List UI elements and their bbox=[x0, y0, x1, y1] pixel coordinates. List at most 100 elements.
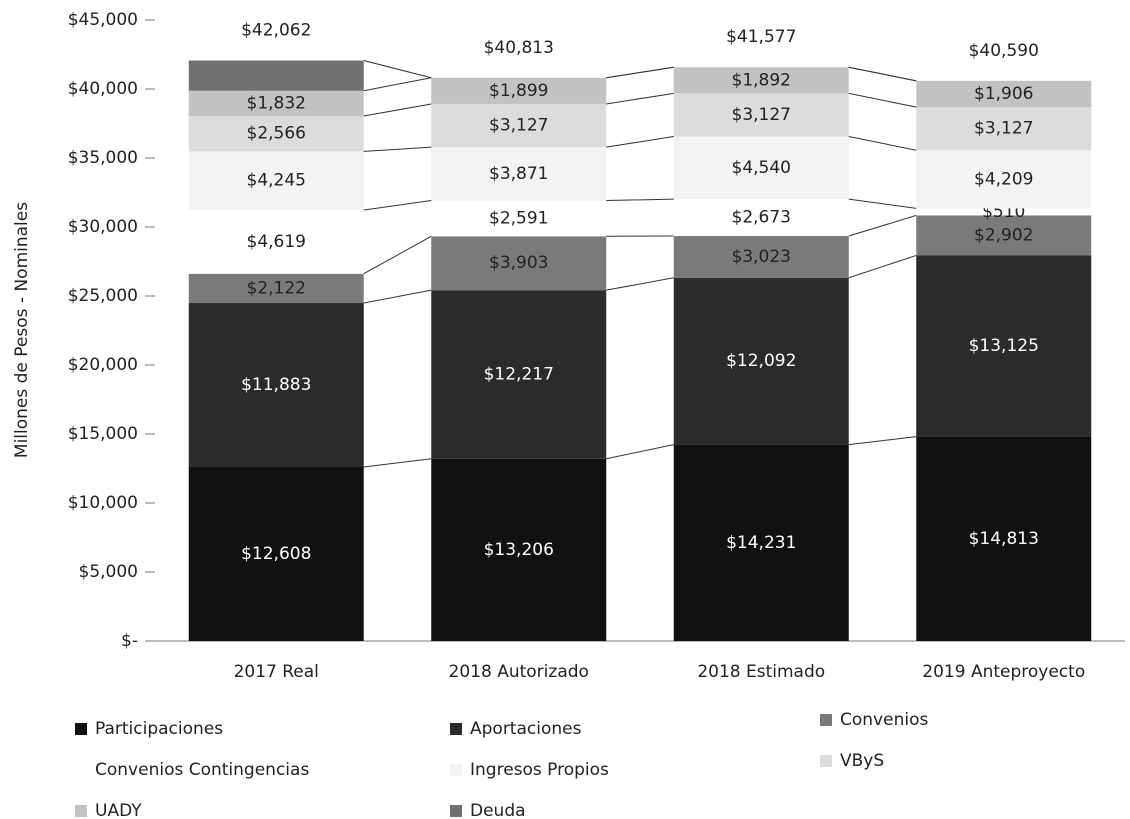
bar-segment bbox=[188, 467, 364, 641]
connector-line bbox=[848, 66, 917, 82]
data-label: $14,231 bbox=[726, 533, 796, 553]
data-label: $2,122 bbox=[247, 278, 306, 298]
data-label: $3,127 bbox=[974, 119, 1033, 139]
connector-line bbox=[848, 214, 917, 237]
legend-marker bbox=[75, 764, 87, 776]
y-tick-label: $30,000 bbox=[68, 217, 138, 237]
bar-segment bbox=[916, 150, 1092, 209]
data-label: $13,125 bbox=[969, 336, 1039, 356]
legend-marker bbox=[820, 755, 832, 767]
bar-segment bbox=[431, 103, 607, 148]
total-label: $42,062 bbox=[241, 21, 311, 41]
legend-label: UADY bbox=[95, 801, 142, 819]
bar-segment bbox=[673, 93, 849, 137]
legend-label: Convenios bbox=[840, 710, 928, 730]
data-label: $12,092 bbox=[726, 351, 796, 371]
bar-segment bbox=[188, 209, 364, 274]
bar-segment bbox=[431, 147, 607, 201]
legend-marker bbox=[75, 805, 87, 817]
data-label: $1,892 bbox=[732, 70, 791, 90]
data-label: $2,566 bbox=[247, 124, 306, 144]
connector-line bbox=[363, 289, 432, 304]
data-label: $4,540 bbox=[732, 158, 791, 178]
bar-segment bbox=[188, 90, 364, 117]
connector-line bbox=[848, 436, 917, 446]
data-label: $3,127 bbox=[732, 105, 791, 125]
y-tick-label: $20,000 bbox=[68, 355, 138, 375]
bar-segment bbox=[673, 277, 849, 445]
bar-segment bbox=[431, 200, 607, 237]
data-label: $14,813 bbox=[969, 529, 1039, 549]
data-label: $3,903 bbox=[489, 253, 548, 273]
connector-line bbox=[848, 198, 917, 209]
x-tick-label: 2017 Real bbox=[234, 662, 319, 682]
y-tick-label: $35,000 bbox=[68, 148, 138, 168]
connector-line bbox=[363, 458, 432, 468]
y-tick-label: $25,000 bbox=[68, 286, 138, 306]
connector-line bbox=[848, 135, 917, 151]
legend-marker bbox=[75, 723, 87, 735]
y-axis-title: Millones de Pesos - Nominales bbox=[12, 202, 32, 458]
bar-segment bbox=[188, 303, 364, 468]
bar-segment bbox=[673, 236, 849, 278]
connector-line bbox=[606, 198, 674, 202]
data-label: $3,127 bbox=[489, 116, 548, 136]
y-tick-label: $40,000 bbox=[68, 79, 138, 99]
connector-line bbox=[606, 66, 674, 79]
legend-label: Aportaciones bbox=[470, 719, 582, 739]
total-label: $41,577 bbox=[726, 27, 796, 47]
bar-segment bbox=[431, 290, 607, 459]
x-tick-label: 2018 Autorizado bbox=[449, 662, 589, 682]
data-label: $12,608 bbox=[241, 544, 311, 564]
bar-segment bbox=[673, 444, 849, 641]
bar-segment bbox=[673, 136, 849, 200]
bar-segment bbox=[916, 436, 1092, 641]
data-label: $1,899 bbox=[489, 81, 548, 101]
y-tick-label: $15,000 bbox=[68, 424, 138, 444]
y-tick-label: $- bbox=[121, 631, 138, 651]
bar-segment bbox=[431, 77, 607, 104]
connector-line bbox=[606, 92, 674, 105]
legend-label: Participaciones bbox=[95, 719, 223, 739]
bar-segment bbox=[188, 116, 364, 152]
connector-line bbox=[848, 92, 917, 108]
connector-line bbox=[606, 444, 674, 460]
x-tick-label: 2018 Estimado bbox=[697, 662, 825, 682]
legend-marker bbox=[820, 714, 832, 726]
data-label: $2,591 bbox=[489, 208, 548, 228]
legend-label: Deuda bbox=[470, 801, 526, 819]
bar-segment bbox=[673, 199, 849, 237]
bar-segment bbox=[673, 67, 849, 94]
y-tick-label: $45,000 bbox=[68, 10, 138, 30]
connector-line bbox=[363, 60, 432, 79]
data-label: $4,209 bbox=[974, 169, 1033, 189]
legend-label: VByS bbox=[840, 751, 884, 771]
data-label: $12,217 bbox=[484, 364, 554, 384]
connector-line bbox=[606, 277, 674, 291]
legend-marker bbox=[450, 723, 462, 735]
legend-label: Ingresos Propios bbox=[470, 760, 609, 780]
y-tick-label: $5,000 bbox=[79, 562, 138, 582]
legend-marker bbox=[450, 805, 462, 817]
data-label: $3,871 bbox=[489, 164, 548, 184]
data-label: $2,902 bbox=[974, 225, 1033, 245]
data-label: $2,673 bbox=[732, 208, 791, 228]
y-tick-label: $10,000 bbox=[68, 493, 138, 513]
bar-segment bbox=[916, 208, 1092, 216]
data-label: $4,619 bbox=[247, 232, 306, 252]
legend-label: Convenios Contingencias bbox=[95, 760, 309, 780]
bar-segment bbox=[916, 80, 1092, 108]
connector-line bbox=[363, 77, 432, 92]
data-label: $1,906 bbox=[974, 84, 1033, 104]
bar-segment bbox=[188, 60, 364, 91]
connector-line bbox=[848, 254, 917, 279]
total-label: $40,813 bbox=[484, 38, 554, 58]
data-label: $3,023 bbox=[732, 247, 791, 267]
bar-segment bbox=[916, 255, 1092, 437]
connector-line bbox=[363, 146, 432, 152]
bar-segment bbox=[431, 236, 607, 291]
x-tick-label: 2019 Anteproyecto bbox=[922, 662, 1085, 682]
bar-segment bbox=[916, 107, 1092, 151]
connector-line bbox=[606, 135, 674, 148]
